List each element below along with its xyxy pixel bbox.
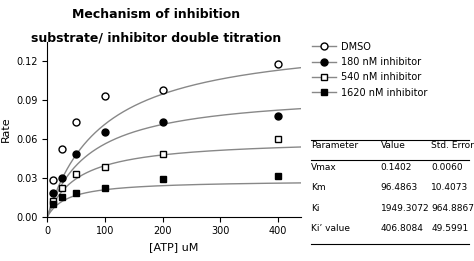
Text: Parameter: Parameter xyxy=(311,141,358,150)
Text: Mechanism of inhibition: Mechanism of inhibition xyxy=(73,8,240,21)
Legend: DMSO, 180 nM inhibitor, 540 nM inhibitor, 1620 nM inhibitor: DMSO, 180 nM inhibitor, 540 nM inhibitor… xyxy=(308,38,431,102)
Text: 0.1402: 0.1402 xyxy=(381,163,412,172)
Text: Vmax: Vmax xyxy=(311,163,337,172)
Text: Ki: Ki xyxy=(311,204,319,212)
Text: 406.8084: 406.8084 xyxy=(381,224,423,233)
Text: Km: Km xyxy=(311,183,326,192)
Text: Value: Value xyxy=(381,141,405,150)
Text: Ki’ value: Ki’ value xyxy=(311,224,350,233)
Text: Std. Error: Std. Error xyxy=(431,141,474,150)
Text: 1949.3072: 1949.3072 xyxy=(381,204,429,212)
Text: 49.5991: 49.5991 xyxy=(431,224,468,233)
X-axis label: [ATP] uM: [ATP] uM xyxy=(149,242,199,252)
Text: 964.8867: 964.8867 xyxy=(431,204,474,212)
Y-axis label: Rate: Rate xyxy=(0,116,10,142)
Text: 96.4863: 96.4863 xyxy=(381,183,418,192)
Text: 0.0060: 0.0060 xyxy=(431,163,463,172)
Text: substrate/ inhibitor double titration: substrate/ inhibitor double titration xyxy=(31,31,282,44)
Text: 10.4073: 10.4073 xyxy=(431,183,468,192)
